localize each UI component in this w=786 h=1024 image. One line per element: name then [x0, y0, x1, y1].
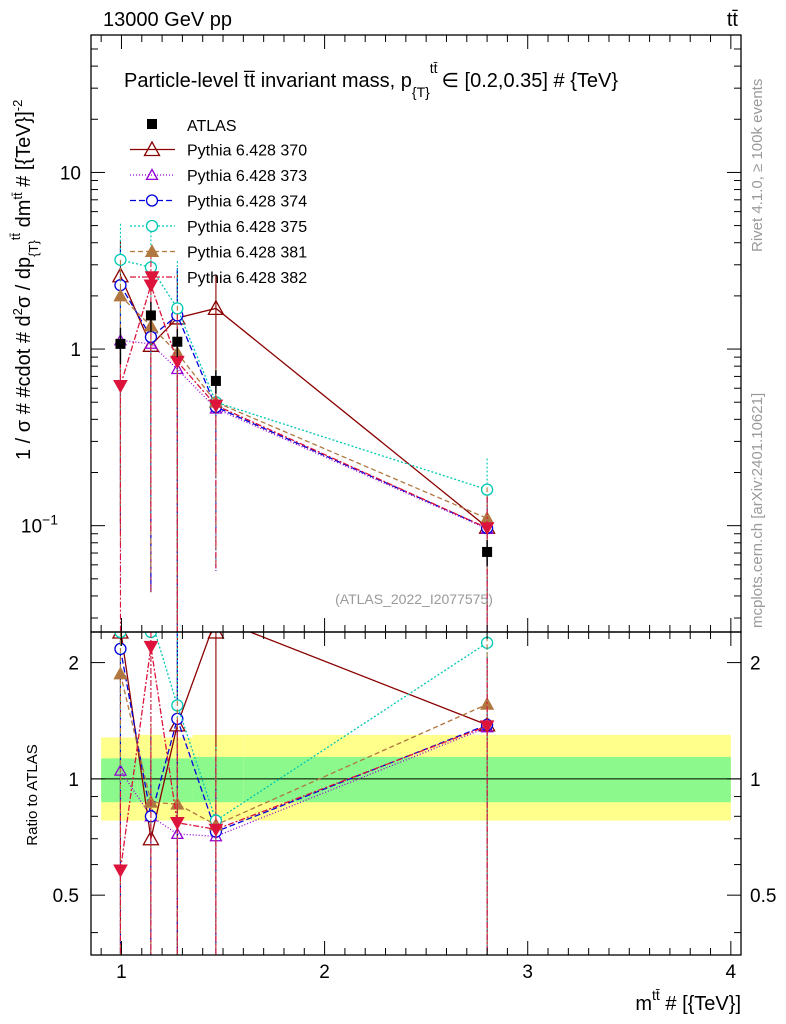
legend-label: Pythia 6.428 375: [187, 219, 307, 236]
side-mcplots-label: mcplots.cern.ch [arXiv:2401.10621]: [749, 393, 766, 628]
ratio-point: [113, 763, 128, 776]
series-line: [119, 295, 488, 519]
ratio-y-tick-label-right: 1: [750, 770, 761, 791]
x-tick-label: 4: [726, 962, 737, 983]
legend-label: Pythia 6.428 382: [187, 270, 307, 287]
data-point: [482, 546, 493, 557]
x-tick-label: 3: [522, 962, 533, 983]
y-tick-label: 10−1: [21, 512, 58, 538]
legend-item-data: ATLAS: [147, 118, 237, 135]
data-point: [172, 336, 183, 347]
mc-point: [113, 288, 128, 302]
ratio-series-line: [119, 726, 488, 837]
y-tick-label: 10: [60, 163, 81, 184]
y-axis-label: 1 / σ # #cdot # d2σ / dp{T}tt̄ dmtt̄ # […: [8, 100, 41, 460]
ratio-point: [143, 640, 159, 655]
legend-item-3: Pythia 6.428 375: [130, 219, 307, 236]
band-inner: [192, 756, 244, 803]
series-1: [113, 304, 494, 632]
ratio-point: [169, 817, 185, 831]
legend-marker: [143, 140, 161, 157]
legend-label: ATLAS: [187, 118, 237, 135]
legend-marker: [145, 168, 159, 181]
analysis-watermark: (ATLAS_2022_I2077575): [335, 591, 493, 607]
legend-label: Pythia 6.428 374: [187, 194, 307, 211]
data-series: [115, 301, 493, 567]
mc-point: [207, 299, 225, 315]
series-line: [120, 259, 488, 491]
legend: ATLAS Pythia 6.428 370 Pythia 6.428 373 Pyt…: [130, 118, 307, 287]
data-point: [145, 310, 156, 321]
mc-point: [208, 399, 224, 413]
legend-item-1: Pythia 6.428 373: [130, 168, 307, 185]
ratio-point: [479, 720, 495, 734]
x-axis-label: mtt̄ # [{TeV}]: [635, 987, 741, 1015]
y-tick-label: 1: [70, 340, 81, 361]
legend-marker: [144, 244, 160, 257]
ratio-frame: [90, 631, 742, 956]
mc-point: [479, 522, 495, 536]
band-inner: [101, 758, 138, 803]
legend-marker: [147, 119, 157, 129]
series-5: [113, 249, 495, 632]
legend-item-5: Pythia 6.428 382: [130, 270, 307, 287]
ratio-point: [113, 864, 128, 878]
ratio-y-tick-label: 1: [68, 770, 79, 791]
chart-title-sup: tt̄: [430, 60, 438, 76]
data-point: [115, 338, 126, 349]
chart-title-main: Particle-level t̄t̄ invariant mass, p: [124, 70, 412, 92]
ratio-series-5: [113, 632, 495, 955]
header-energy: 13000 GeV pp: [103, 9, 232, 31]
ratio-y-tick-label: 0.5: [53, 886, 79, 907]
ratio-y-tick-label: 2: [68, 654, 79, 675]
ratio-point: [208, 823, 224, 837]
ratio-point: [113, 666, 128, 680]
ratio-plot-layer: [91, 632, 741, 955]
x-tick-label: 2: [319, 962, 330, 983]
side-rivet-label: Rivet 4.1.0, ≥ 100k events: [749, 79, 766, 252]
uncertainty-band-layer: [101, 734, 731, 821]
legend-marker: [144, 271, 160, 285]
legend-marker: [145, 194, 159, 207]
header-process: tt̄: [727, 9, 739, 31]
legend-label: Pythia 6.428 373: [187, 168, 307, 185]
x-tick-label: 1: [116, 962, 127, 983]
mc-point: [113, 380, 128, 394]
legend-marker: [145, 219, 159, 233]
ratio-point: [207, 632, 225, 639]
legend-item-2: Pythia 6.428 374: [130, 194, 307, 211]
series-0: [111, 239, 496, 632]
data-point: [210, 375, 221, 386]
chart-title-tail: ∈ [0.2,0.35] # {TeV}: [442, 70, 619, 92]
chart-title: Particle-level t̄t̄ invariant mass, p{T}…: [124, 60, 618, 100]
ratio-y-axis-label: Ratio to ATLAS: [24, 744, 41, 845]
axis-layer: 1 2 3 4 10 1 10−1 2 2 1 1 0.5 0.5: [21, 34, 776, 983]
legend-label: Pythia 6.428 381: [187, 245, 307, 262]
ratio-y-tick-label-right: 2: [750, 654, 761, 675]
main-plot-layer: [111, 223, 496, 632]
legend-item-0: Pythia 6.428 370: [130, 140, 307, 160]
chart-title-sub: {T}: [412, 84, 430, 100]
legend-label: Pythia 6.428 370: [187, 143, 307, 160]
ratio-y-tick-label-right: 0.5: [750, 886, 776, 907]
legend-item-4: Pythia 6.428 381: [130, 244, 307, 262]
